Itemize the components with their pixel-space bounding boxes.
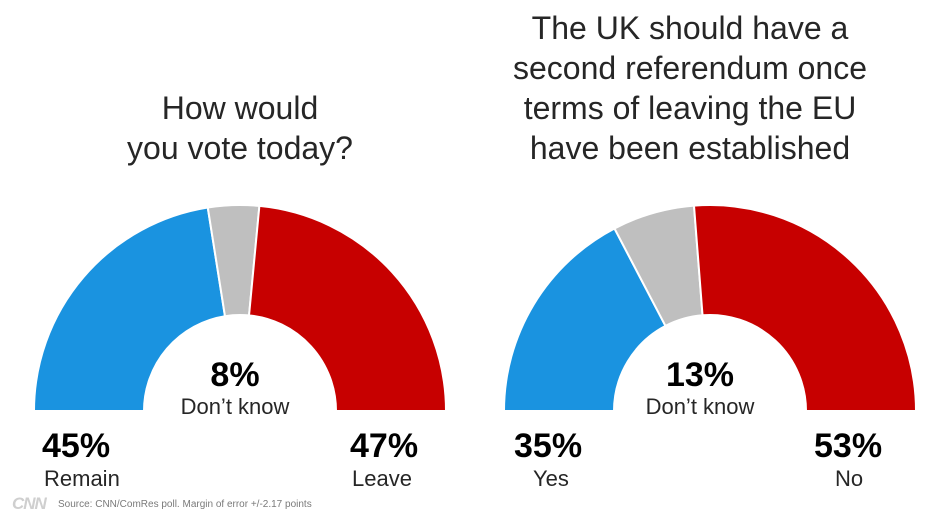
slice-remain bbox=[32, 206, 227, 412]
dontknow-percent: 13% bbox=[665, 356, 735, 394]
leave-label: Leave bbox=[352, 466, 412, 491]
dontknow-percent: 8% bbox=[210, 356, 260, 394]
yes-percent: 35% bbox=[514, 427, 583, 465]
leave-percent: 47% bbox=[350, 427, 419, 465]
no-label: No bbox=[835, 466, 864, 491]
dontknow-label: Don’t know bbox=[645, 394, 755, 419]
slice-no bbox=[692, 204, 918, 412]
semi-donut bbox=[502, 204, 918, 412]
chart-vote-today: How would you vote today? 45% Remain 8% … bbox=[0, 0, 470, 500]
dontknow-label: Don’t know bbox=[180, 394, 290, 419]
footer: CNN Source: CNN/ComRes poll. Margin of e… bbox=[12, 494, 612, 518]
source-note: Source: CNN/ComRes poll. Margin of error… bbox=[58, 499, 312, 510]
semi-donut bbox=[32, 204, 448, 412]
slice-leave bbox=[247, 204, 448, 412]
remain-label: Remain bbox=[44, 466, 120, 491]
chart-title: The UK should have a second referendum o… bbox=[513, 10, 867, 166]
no-percent: 53% bbox=[814, 427, 883, 465]
cnn-logo: CNN bbox=[12, 494, 47, 513]
chart-title: How would you vote today? bbox=[127, 90, 353, 166]
chart-second-referendum: The UK should have a second referendum o… bbox=[470, 0, 931, 500]
slice-yes bbox=[502, 227, 667, 412]
yes-label: Yes bbox=[533, 466, 569, 491]
remain-percent: 45% bbox=[42, 427, 111, 465]
